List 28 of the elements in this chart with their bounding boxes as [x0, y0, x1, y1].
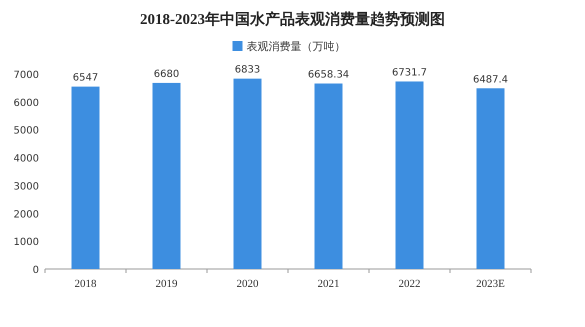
data-label: 6731.7 [392, 67, 427, 78]
chart-title: 2018-2023年中国水产品表观消费量趋势预测图 [140, 11, 445, 28]
data-label: 6547 [72, 72, 98, 84]
y-tick-label: 4000 [14, 154, 39, 165]
legend-label: 表观消费量（万吨） [246, 40, 346, 53]
y-tick-label: 0 [32, 265, 39, 276]
x-tick-label: 2022 [398, 278, 420, 290]
bar [72, 86, 100, 269]
bar [396, 81, 424, 269]
y-tick-label: 3000 [14, 181, 39, 192]
y-tick-label: 6000 [14, 98, 39, 109]
y-tick-label: 2000 [14, 209, 39, 220]
y-tick-label: 7000 [14, 70, 39, 81]
x-tick-label: 2020 [236, 278, 259, 290]
x-tick-label: 2019 [156, 278, 178, 290]
bar [314, 84, 342, 269]
bar [234, 78, 262, 269]
y-tick-label: 1000 [14, 237, 39, 248]
data-label: 6658.34 [308, 70, 350, 81]
bar [476, 88, 504, 269]
x-tick-label: 2018 [74, 278, 97, 290]
bar [152, 82, 180, 269]
data-label: 6833 [234, 64, 260, 76]
data-label: 6487.4 [473, 74, 508, 86]
y-tick-label: 5000 [14, 126, 39, 137]
x-tick-label: 2023E [476, 278, 506, 290]
x-tick-label: 2021 [318, 278, 340, 290]
data-label: 6680 [154, 68, 180, 80]
